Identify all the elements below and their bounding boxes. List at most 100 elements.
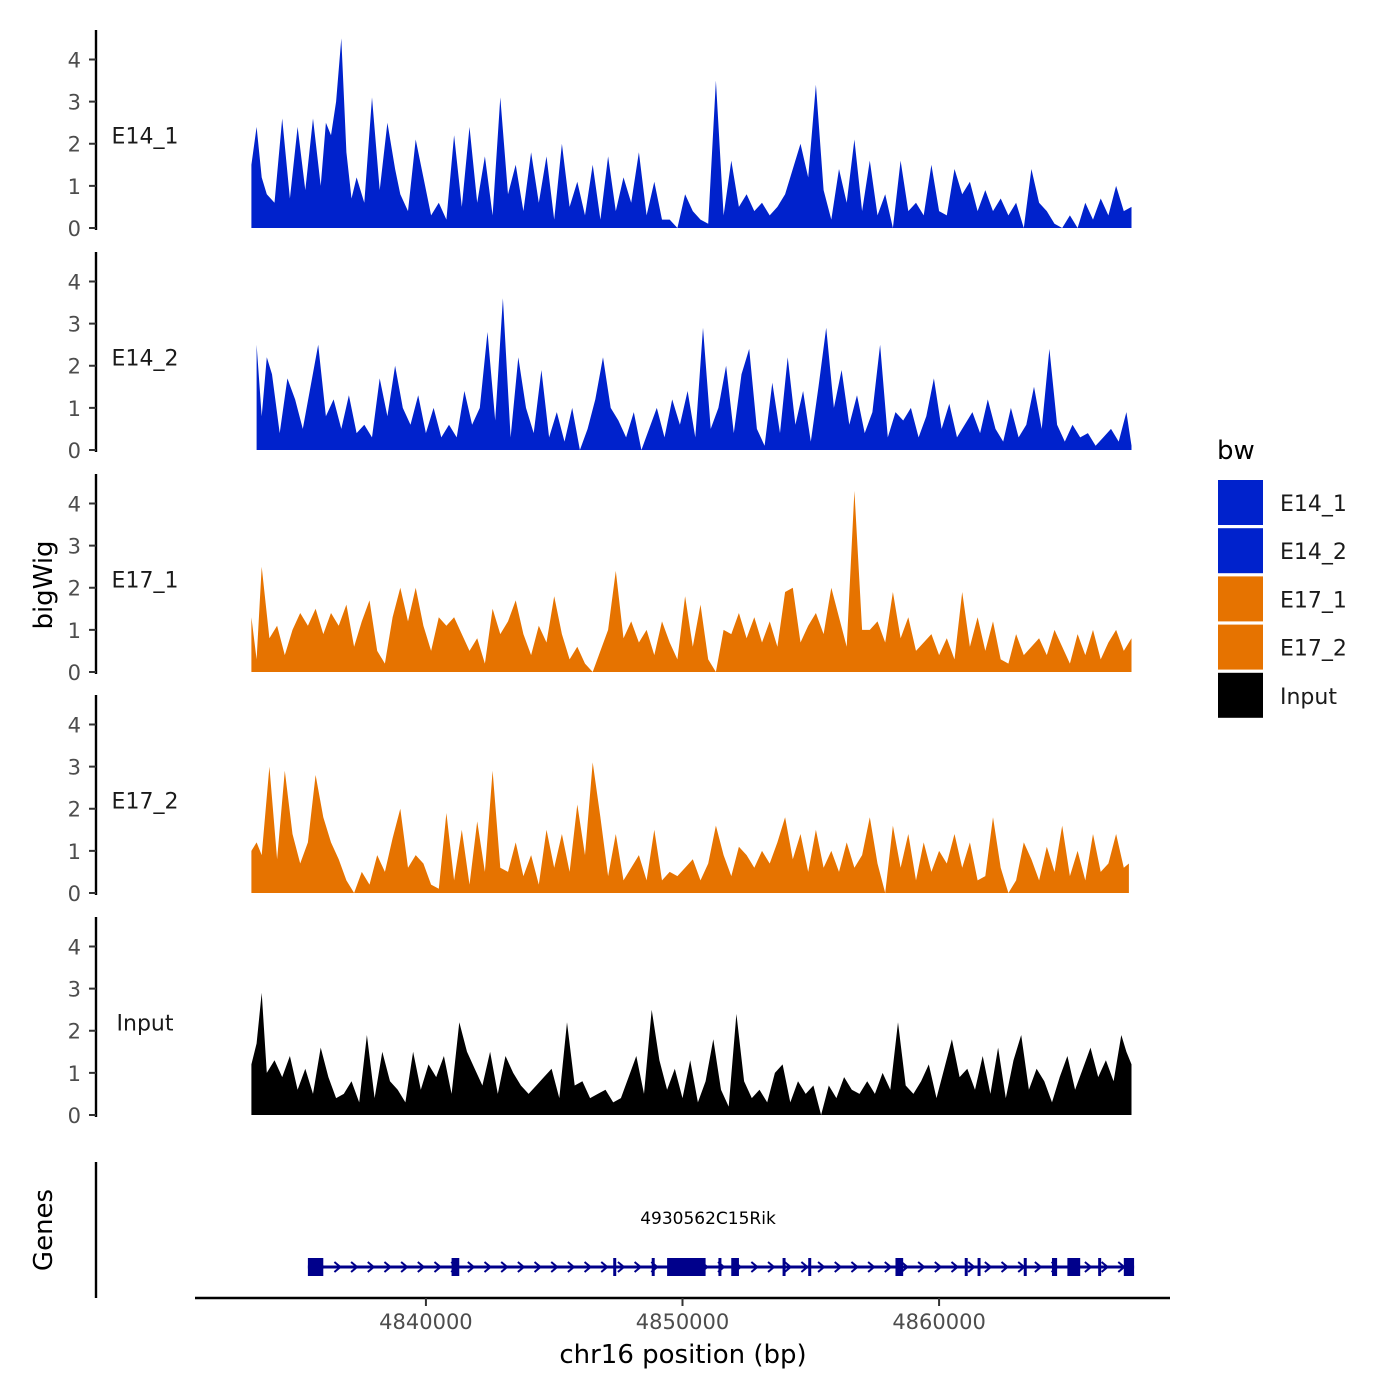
bigwig-tracks: 0 1 2 3 4 E14_1 0 1 2 3 4 E14_2 0 1 2 3 4 E17_1 0 1 2 3 4 E17_2…	[68, 30, 1132, 1128]
strand-arrow	[400, 1261, 409, 1273]
y-tick-label: 3	[68, 978, 81, 1002]
y-tick-label: 3	[68, 535, 81, 559]
gene-exon	[895, 1258, 904, 1276]
legend-label-E17_2: E17_2	[1280, 637, 1347, 662]
strand-arrow	[900, 1261, 910, 1273]
strand-arrow	[800, 1261, 809, 1273]
y-tick-label: 1	[68, 175, 81, 199]
y-tick-label: 2	[68, 577, 81, 601]
y-tick-label: 4	[68, 270, 81, 294]
gene-exon	[667, 1258, 706, 1276]
strand-arrow	[600, 1261, 609, 1273]
y-tick-label: 0	[68, 217, 81, 241]
legend-label-E14_2: E14_2	[1280, 540, 1347, 565]
track-label-Input: Input	[117, 1011, 174, 1036]
x-axis-title: chr16 position (bp)	[559, 1340, 806, 1370]
x-axis-ticks: 4840000 4850000 4860000	[379, 1298, 986, 1334]
gene-exon	[1067, 1258, 1081, 1276]
coverage-area-E17_2	[251, 762, 1129, 893]
x-tick-label: 4840000	[379, 1310, 473, 1334]
y-tick-label: 1	[68, 397, 81, 421]
gene-exon	[451, 1258, 460, 1276]
track-label-E14_2: E14_2	[112, 346, 179, 371]
coverage-area-E14_2	[256, 298, 1132, 450]
strand-arrow	[867, 1261, 876, 1273]
y-tick-label: 0	[68, 661, 81, 685]
gene-exon	[1098, 1258, 1102, 1276]
strand-arrow	[934, 1261, 943, 1273]
strand-arrow	[1100, 1261, 1110, 1273]
legend-label-E17_1: E17_1	[1280, 588, 1347, 613]
strand-arrow	[417, 1261, 426, 1273]
gene-name-label: 4930562C15Rik	[640, 1209, 776, 1229]
strand-arrow	[350, 1261, 359, 1273]
gene-exon	[1123, 1258, 1135, 1276]
strand-arrow	[467, 1261, 476, 1273]
y-tick-label: 4	[68, 935, 81, 959]
strand-arrow	[884, 1261, 893, 1273]
gene-exon	[808, 1258, 812, 1276]
strand-arrow	[633, 1261, 643, 1273]
y-tick-label: 4	[68, 48, 81, 72]
strand-arrow	[834, 1261, 843, 1273]
track-label-E17_2: E17_2	[112, 789, 179, 814]
gene-exon	[782, 1258, 786, 1276]
legend: bw E14_1 E14_2 E17_1 E17_2 Input	[1217, 436, 1347, 718]
track-panel-E17_2: 0 1 2 3 4 E17_2	[68, 695, 1129, 906]
legend-label-E14_1: E14_1	[1280, 492, 1347, 517]
strand-arrow	[567, 1261, 576, 1273]
track-panel-Input: 0 1 2 3 4 Input	[68, 917, 1132, 1128]
strand-arrow	[1000, 1261, 1010, 1273]
strand-arrow	[950, 1261, 960, 1273]
gene-track-label: Genes	[29, 1189, 59, 1271]
y-tick-label: 2	[68, 355, 81, 379]
legend-swatch-E14_1	[1218, 480, 1263, 525]
y-tick-label: 3	[68, 91, 81, 115]
gene-exon	[964, 1258, 968, 1276]
strand-arrow	[333, 1261, 342, 1273]
strand-arrow	[367, 1261, 376, 1273]
gene-exon	[1023, 1258, 1027, 1276]
x-tick-label: 4850000	[636, 1310, 730, 1334]
strand-arrow	[500, 1261, 509, 1273]
legend-swatch-E17_2	[1218, 624, 1263, 670]
gene-exon	[307, 1258, 324, 1276]
legend-title: bw	[1217, 436, 1255, 466]
y-tick-label: 1	[68, 619, 81, 643]
strand-arrow	[533, 1261, 543, 1273]
gene-model	[307, 1258, 1135, 1276]
coverage-area-E14_1	[251, 38, 1132, 229]
gene-exon	[613, 1258, 617, 1276]
x-axis: 4840000 4850000 4860000 chr16 position (bp…	[195, 1296, 1170, 1370]
track-panel-E14_2: 0 1 2 3 4 E14_2	[68, 252, 1132, 463]
strand-arrow	[550, 1261, 559, 1273]
strand-arrow	[850, 1261, 859, 1273]
track-panel-E14_1: 0 1 2 3 4 E14_1	[68, 30, 1132, 241]
legend-label-Input: Input	[1280, 685, 1337, 710]
legend-swatch-E17_1	[1218, 576, 1263, 622]
coverage-area-E17_1	[251, 490, 1132, 672]
track-label-E17_1: E17_1	[112, 568, 179, 593]
y-tick-label: 2	[68, 1020, 81, 1044]
strand-arrow	[984, 1261, 993, 1273]
y-tick-label: 1	[68, 1062, 81, 1086]
strand-arrow	[1084, 1261, 1093, 1273]
track-panel-E17_1: 0 1 2 3 4 E17_1	[68, 474, 1132, 685]
strand-arrow	[767, 1261, 776, 1273]
y-tick-label: 4	[68, 713, 81, 737]
y-tick-label: 3	[68, 313, 81, 337]
strand-arrow	[750, 1261, 759, 1273]
y-axis-title: bigWig	[29, 540, 59, 629]
strand-arrow	[583, 1261, 593, 1273]
gene-exon	[731, 1258, 739, 1276]
y-tick-label: 4	[68, 492, 81, 516]
gene-exon	[718, 1258, 722, 1276]
gene-exon	[651, 1258, 655, 1276]
strand-arrow	[617, 1261, 626, 1273]
track-label-E14_1: E14_1	[112, 124, 179, 149]
y-tick-label: 3	[68, 756, 81, 780]
gene-exon	[1051, 1258, 1058, 1276]
strand-arrow	[967, 1261, 976, 1273]
strand-arrow	[483, 1261, 493, 1273]
